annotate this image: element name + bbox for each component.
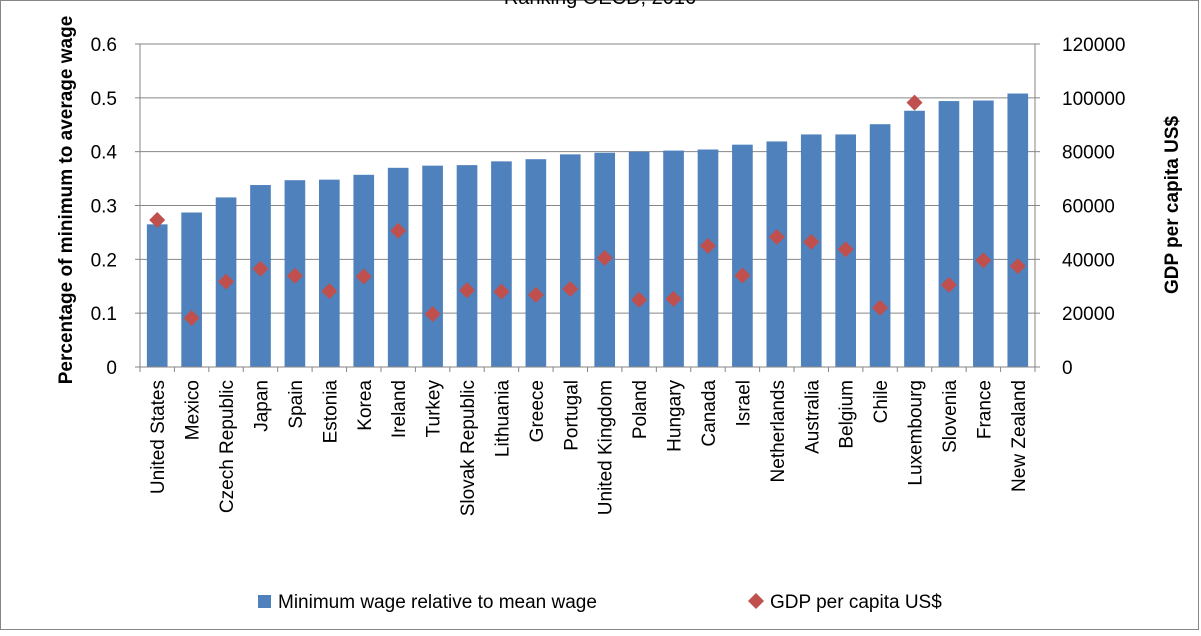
bar <box>387 167 409 367</box>
bar <box>525 159 547 367</box>
x-tick-label: Hungary <box>665 380 686 452</box>
axes <box>135 43 1040 372</box>
scatter-point <box>837 241 854 258</box>
legend-label-marker: GDP per capita US$ <box>770 592 942 613</box>
chart-title: Ranking OECD, 2016 <box>504 0 696 9</box>
scatter-point <box>803 233 820 250</box>
scatter-point <box>355 268 372 285</box>
y-tick-label-left: 0.5 <box>91 89 117 110</box>
y-tick-label-right: 80000 <box>1062 143 1115 164</box>
bar <box>697 149 719 367</box>
x-tick-label: Ireland <box>389 380 410 438</box>
legend: Minimum wage relative to mean wage GDP p… <box>258 592 942 613</box>
bar <box>491 161 512 367</box>
y-tick-label-left: 0.2 <box>91 250 117 271</box>
bar <box>181 212 202 367</box>
scatter-point <box>940 276 957 293</box>
x-tick-label: Czech Republic <box>217 380 238 513</box>
scatter-point <box>286 267 303 284</box>
scatter-point <box>424 305 441 322</box>
x-tick-label: Japan <box>251 380 272 432</box>
scatter-point <box>872 299 889 316</box>
x-tick-label: Canada <box>699 380 720 447</box>
x-tick-label: Lithuania <box>492 380 513 458</box>
scatter-point <box>321 283 338 300</box>
scatter-point <box>631 291 648 308</box>
x-tick-label: New Zealand <box>1009 380 1030 492</box>
bar <box>800 134 822 367</box>
x-tick-label: Australia <box>802 380 823 454</box>
bar <box>904 110 925 368</box>
x-tick-label: United Kingdom <box>596 380 617 515</box>
x-tick-label: Slovak Republic <box>458 380 479 516</box>
y-axis-title-left: Percentage of minimum to average wage <box>56 16 77 385</box>
bar <box>146 224 168 367</box>
bar <box>938 101 960 368</box>
x-tick-label: Slovenia <box>940 380 961 453</box>
x-tick-label: Luxembourg <box>906 380 927 486</box>
scatter-point <box>734 267 751 284</box>
y-tick-label-left: 0.3 <box>91 197 117 218</box>
bar <box>663 150 684 367</box>
x-tick-label: Turkey <box>424 380 445 438</box>
scatter-point <box>665 290 682 307</box>
x-tick-label: Poland <box>630 380 651 439</box>
y-tick-label-right: 0 <box>1062 358 1073 379</box>
scatter-series <box>149 94 1026 327</box>
scatter-point <box>699 237 716 254</box>
bar <box>869 124 891 367</box>
y-tick-label-right: 60000 <box>1062 197 1115 218</box>
scatter-point <box>493 283 510 300</box>
scatter-point <box>975 252 992 269</box>
bar <box>422 165 443 367</box>
bar <box>1007 93 1029 367</box>
x-tick-label: Netherlands <box>768 380 789 482</box>
scatter-point <box>906 94 923 111</box>
scatter-point <box>459 282 476 299</box>
bar <box>319 179 340 367</box>
x-tick-label: Spain <box>286 380 307 429</box>
scatter-point <box>562 280 579 297</box>
scatter-point <box>218 273 235 290</box>
x-tick-label: Portugal <box>561 380 582 451</box>
scatter-point <box>527 286 544 303</box>
legend-swatch-diamond <box>748 593 764 609</box>
y-tick-label-left: 0 <box>106 358 117 379</box>
scatter-point <box>183 310 200 327</box>
bar <box>628 151 650 367</box>
legend-label-bar: Minimum wage relative to mean wage <box>278 592 597 613</box>
x-tick-label: Estonia <box>320 380 341 444</box>
bar <box>559 154 581 367</box>
scatter-point <box>390 222 407 239</box>
y-tick-label-left: 0.1 <box>91 304 117 325</box>
scatter-point <box>768 228 785 245</box>
tick-labels: 0 0.1 0.2 0.3 0.4 0.5 0.6 0 20000 40000 60000 80000… <box>91 35 1126 516</box>
y-axis-title-right: GDP per capita US$ <box>1162 116 1183 295</box>
bar <box>973 100 994 368</box>
x-tick-label: Mexico <box>183 380 204 440</box>
scatter-point <box>149 212 166 229</box>
x-tick-label: France <box>974 380 995 439</box>
x-tick-label: United States <box>148 380 169 494</box>
y-tick-label-right: 120000 <box>1062 35 1125 56</box>
y-tick-label-right: 20000 <box>1062 304 1115 325</box>
x-tick-label: Korea <box>355 380 376 431</box>
x-tick-label: Chile <box>871 380 892 423</box>
y-tick-label-left: 0.4 <box>91 143 118 164</box>
scatter-point <box>596 249 613 266</box>
scatter-point <box>1009 258 1026 275</box>
y-tick-label-right: 40000 <box>1062 250 1115 271</box>
y-tick-label-right: 100000 <box>1062 89 1125 110</box>
bar <box>766 141 788 367</box>
x-tick-label: Israel <box>733 380 754 426</box>
x-tick-label: Greece <box>527 380 548 442</box>
scatter-point <box>252 260 269 277</box>
x-tick-label: Belgium <box>837 380 858 449</box>
y-tick-label-left: 0.6 <box>91 35 117 56</box>
legend-swatch-bar <box>258 595 271 608</box>
bar <box>732 144 753 367</box>
bar <box>456 165 478 367</box>
